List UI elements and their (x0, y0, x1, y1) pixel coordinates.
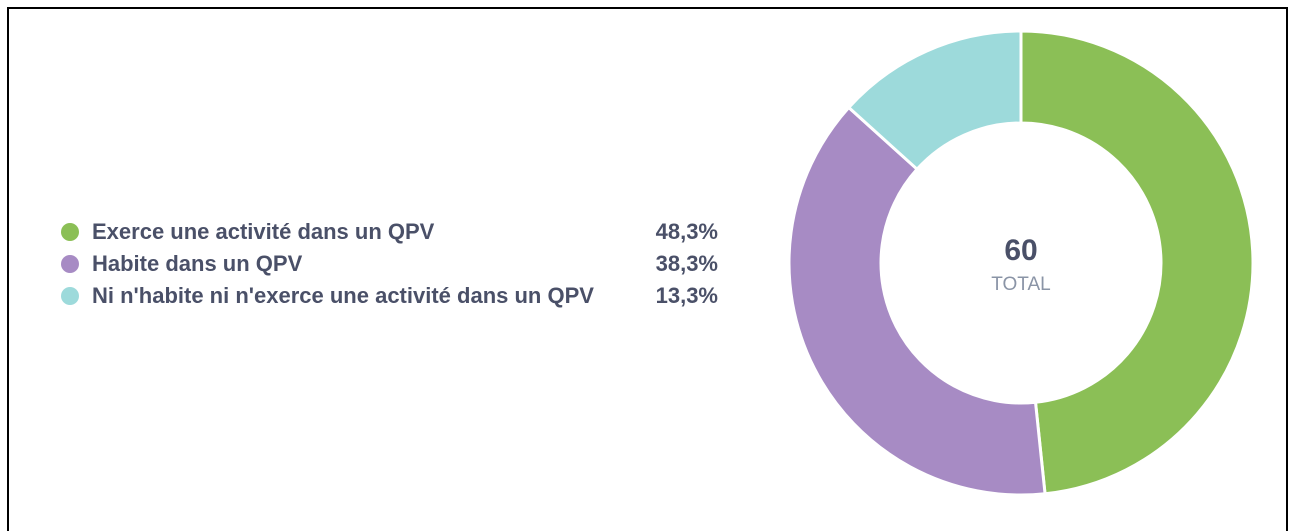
legend-value: 48,3% (656, 219, 718, 244)
donut-segment (1019, 29, 1255, 496)
total-label: TOTAL (991, 274, 1050, 295)
total-value: 60 (1004, 234, 1037, 267)
legend-marker (61, 223, 79, 241)
legend-label: Exerce une activité dans un QPV (92, 219, 435, 244)
legend-value: 13,3% (656, 283, 718, 308)
legend-value: 38,3% (656, 251, 718, 276)
frame (7, 7, 1288, 531)
donut-segment (846, 29, 1023, 172)
legend-label: Ni n'habite ni n'exerce une activité dan… (92, 283, 594, 308)
legend-marker (61, 255, 79, 273)
legend-label: Habite dans un QPV (92, 251, 303, 276)
legend-marker (61, 287, 79, 305)
donut-segment (787, 105, 1047, 497)
